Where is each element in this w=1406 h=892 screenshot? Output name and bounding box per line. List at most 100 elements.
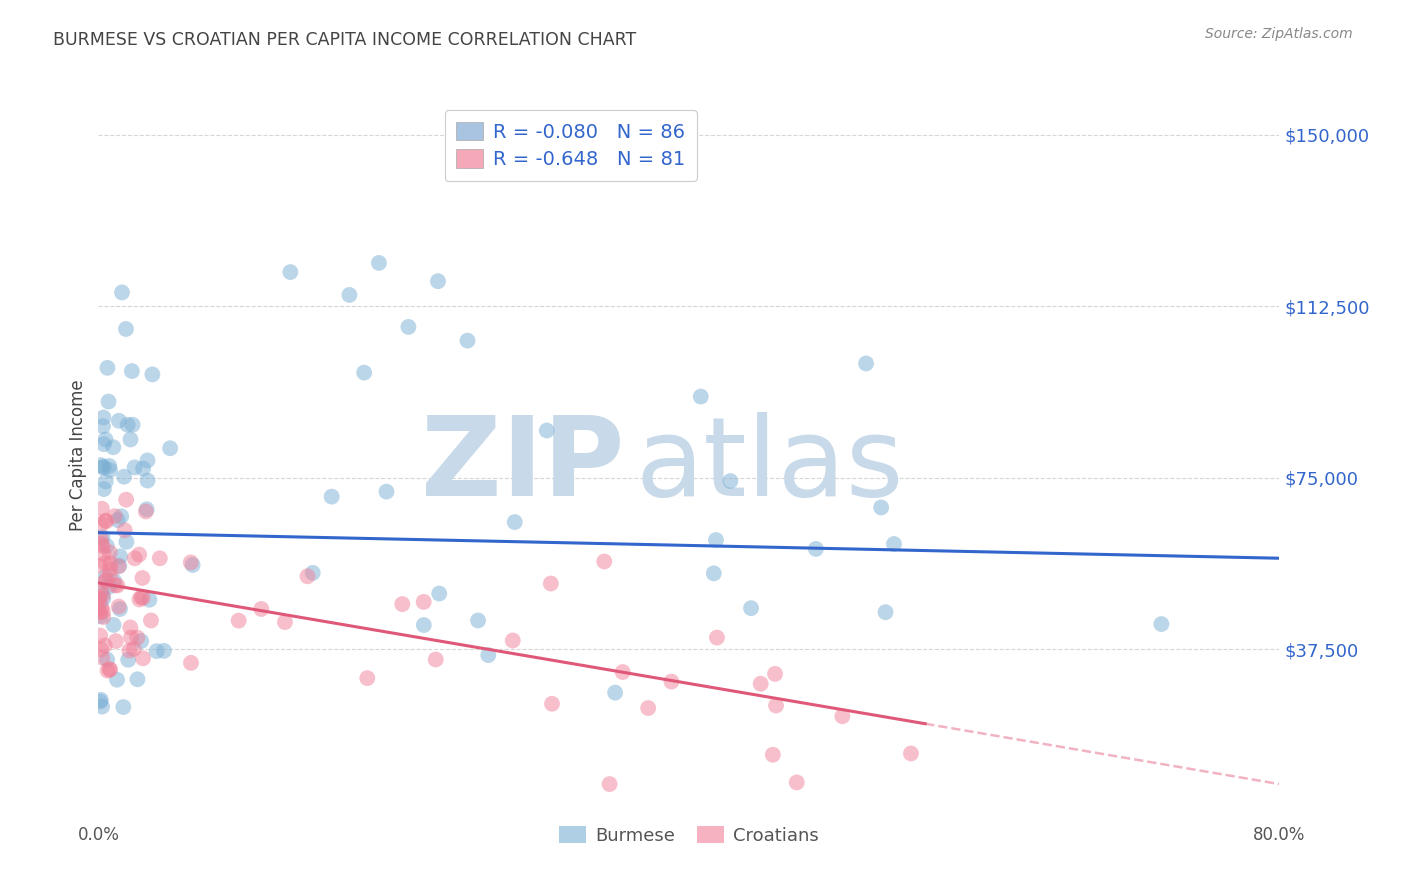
Point — [297, 569, 319, 583]
Point — [91, 591, 114, 606]
Point — [765, 698, 787, 713]
Point — [136, 453, 159, 467]
Point — [90, 609, 112, 624]
Point — [103, 574, 125, 588]
Point — [93, 482, 115, 496]
Point — [87, 591, 110, 606]
Point — [131, 571, 153, 585]
Point — [339, 288, 361, 302]
Point — [112, 469, 135, 483]
Point — [89, 596, 111, 610]
Point — [129, 590, 152, 604]
Point — [1150, 617, 1173, 632]
Point — [180, 656, 202, 670]
Point — [91, 589, 114, 603]
Point — [141, 368, 163, 382]
Point — [132, 591, 155, 605]
Point — [108, 558, 131, 573]
Point — [96, 574, 118, 588]
Text: atlas: atlas — [636, 412, 904, 519]
Point — [536, 424, 558, 438]
Point — [153, 644, 176, 658]
Point — [89, 558, 111, 573]
Point — [98, 562, 121, 576]
Point — [181, 558, 204, 572]
Point — [145, 644, 167, 658]
Point — [104, 634, 127, 648]
Point — [98, 568, 121, 582]
Point — [100, 557, 122, 571]
Point — [115, 322, 138, 336]
Point — [90, 501, 112, 516]
Point — [121, 364, 143, 378]
Text: ZIP: ZIP — [420, 412, 624, 519]
Point — [762, 747, 785, 762]
Point — [98, 463, 121, 477]
Point — [356, 671, 378, 685]
Point — [94, 514, 117, 528]
Point — [89, 605, 111, 619]
Point — [120, 631, 142, 645]
Point — [91, 460, 114, 475]
Point — [274, 615, 297, 629]
Point — [96, 539, 118, 553]
Point — [110, 509, 132, 524]
Point — [599, 777, 621, 791]
Point — [91, 650, 114, 665]
Point — [94, 433, 117, 447]
Point — [412, 595, 434, 609]
Point — [136, 474, 159, 488]
Point — [87, 604, 110, 618]
Point — [94, 514, 117, 528]
Point — [870, 500, 893, 515]
Point — [502, 633, 524, 648]
Point — [412, 618, 434, 632]
Point — [111, 285, 134, 300]
Point — [96, 360, 118, 375]
Point — [541, 697, 564, 711]
Point — [661, 674, 683, 689]
Point — [149, 551, 172, 566]
Point — [900, 747, 922, 761]
Point — [94, 569, 117, 583]
Point — [159, 442, 181, 456]
Point — [98, 662, 121, 676]
Point — [831, 709, 853, 723]
Point — [91, 605, 114, 619]
Point — [96, 652, 118, 666]
Point — [115, 534, 138, 549]
Point — [90, 693, 112, 707]
Point — [540, 576, 562, 591]
Point — [391, 597, 413, 611]
Point — [135, 504, 157, 518]
Point — [94, 639, 117, 653]
Point — [91, 586, 114, 600]
Point — [90, 532, 112, 546]
Point — [91, 699, 114, 714]
Point — [127, 673, 149, 687]
Point — [107, 599, 129, 614]
Point — [93, 410, 115, 425]
Point — [93, 547, 115, 561]
Point — [425, 652, 447, 666]
Point — [93, 437, 115, 451]
Point — [593, 554, 616, 568]
Point — [128, 548, 150, 562]
Point — [96, 664, 118, 678]
Point — [108, 602, 131, 616]
Point — [91, 530, 114, 544]
Point — [301, 566, 323, 580]
Point — [104, 509, 127, 524]
Point — [124, 551, 146, 566]
Point — [98, 458, 121, 473]
Point — [115, 492, 138, 507]
Point — [321, 490, 343, 504]
Point — [129, 634, 152, 648]
Point — [883, 537, 905, 551]
Point — [427, 274, 450, 288]
Point — [107, 559, 129, 574]
Point — [180, 556, 202, 570]
Point — [87, 591, 110, 606]
Point — [706, 631, 728, 645]
Point — [368, 256, 391, 270]
